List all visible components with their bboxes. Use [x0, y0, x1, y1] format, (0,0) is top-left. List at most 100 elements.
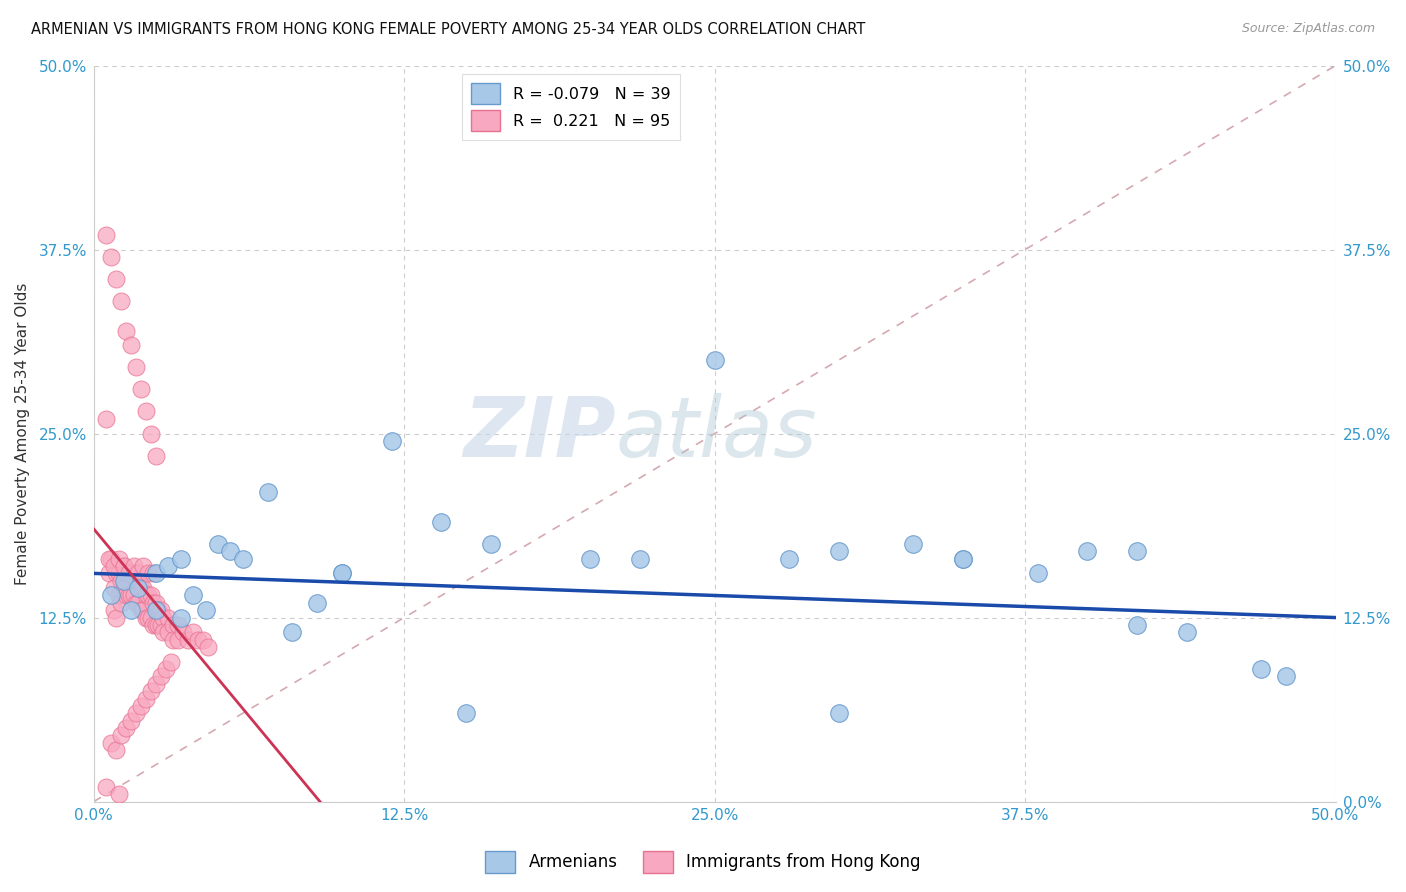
Point — [172, 625, 194, 640]
Point — [145, 677, 167, 691]
Point — [110, 294, 132, 309]
Point — [127, 574, 149, 588]
Point — [1026, 566, 1049, 581]
Point — [1250, 662, 1272, 676]
Point — [148, 618, 170, 632]
Point — [103, 559, 125, 574]
Point — [107, 551, 129, 566]
Point — [105, 566, 128, 581]
Point — [122, 589, 145, 603]
Point — [103, 581, 125, 595]
Point — [232, 551, 254, 566]
Point — [197, 640, 219, 654]
Point — [129, 603, 152, 617]
Text: ZIP: ZIP — [463, 393, 616, 474]
Point — [145, 449, 167, 463]
Point — [125, 360, 148, 375]
Point — [155, 662, 177, 676]
Point — [1126, 618, 1149, 632]
Point — [181, 625, 204, 640]
Point — [117, 566, 139, 581]
Point — [181, 589, 204, 603]
Point — [107, 566, 129, 581]
Point — [194, 603, 217, 617]
Legend: R = -0.079   N = 39, R =  0.221   N = 95: R = -0.079 N = 39, R = 0.221 N = 95 — [463, 73, 681, 140]
Point — [167, 618, 190, 632]
Point — [952, 551, 974, 566]
Point — [122, 559, 145, 574]
Point — [110, 574, 132, 588]
Text: atlas: atlas — [616, 393, 817, 474]
Point — [120, 589, 142, 603]
Point — [191, 632, 214, 647]
Point — [828, 706, 851, 721]
Y-axis label: Female Poverty Among 25-34 Year Olds: Female Poverty Among 25-34 Year Olds — [15, 283, 30, 585]
Point — [157, 625, 180, 640]
Point — [430, 515, 453, 529]
Point — [330, 566, 353, 581]
Point — [96, 412, 118, 426]
Point — [129, 698, 152, 713]
Point — [120, 566, 142, 581]
Point — [107, 589, 129, 603]
Point — [120, 603, 142, 617]
Point — [149, 603, 172, 617]
Point — [132, 581, 155, 595]
Point — [125, 596, 148, 610]
Point — [157, 610, 180, 624]
Point — [103, 603, 125, 617]
Point — [135, 691, 157, 706]
Point — [112, 581, 135, 595]
Point — [127, 581, 149, 595]
Point — [579, 551, 602, 566]
Point — [307, 596, 329, 610]
Point — [125, 706, 148, 721]
Point — [138, 589, 160, 603]
Point — [117, 566, 139, 581]
Point — [828, 544, 851, 558]
Point — [381, 434, 404, 448]
Point — [1275, 669, 1298, 683]
Point — [132, 559, 155, 574]
Point — [139, 684, 162, 698]
Point — [1076, 544, 1098, 558]
Point — [96, 780, 118, 794]
Point — [152, 625, 174, 640]
Point — [145, 566, 167, 581]
Point — [129, 581, 152, 595]
Point — [117, 589, 139, 603]
Point — [100, 250, 122, 264]
Point — [115, 589, 138, 603]
Point — [148, 603, 170, 617]
Point — [142, 618, 165, 632]
Point — [149, 618, 172, 632]
Point — [177, 632, 200, 647]
Point — [162, 632, 184, 647]
Point — [100, 551, 122, 566]
Point — [100, 736, 122, 750]
Point — [778, 551, 800, 566]
Point — [129, 383, 152, 397]
Point — [456, 706, 478, 721]
Point — [110, 596, 132, 610]
Point — [187, 632, 209, 647]
Point — [145, 603, 167, 617]
Point — [149, 669, 172, 683]
Point — [135, 404, 157, 418]
Text: ARMENIAN VS IMMIGRANTS FROM HONG KONG FEMALE POVERTY AMONG 25-34 YEAR OLDS CORRE: ARMENIAN VS IMMIGRANTS FROM HONG KONG FE… — [31, 22, 865, 37]
Point — [703, 353, 725, 368]
Point — [219, 544, 242, 558]
Point — [127, 566, 149, 581]
Point — [142, 566, 165, 581]
Point — [157, 559, 180, 574]
Point — [127, 596, 149, 610]
Text: Source: ZipAtlas.com: Source: ZipAtlas.com — [1241, 22, 1375, 36]
Point — [903, 537, 925, 551]
Point — [115, 721, 138, 735]
Point — [122, 566, 145, 581]
Point — [207, 537, 229, 551]
Point — [139, 426, 162, 441]
Point — [97, 566, 120, 581]
Point — [96, 227, 118, 242]
Point — [115, 324, 138, 338]
